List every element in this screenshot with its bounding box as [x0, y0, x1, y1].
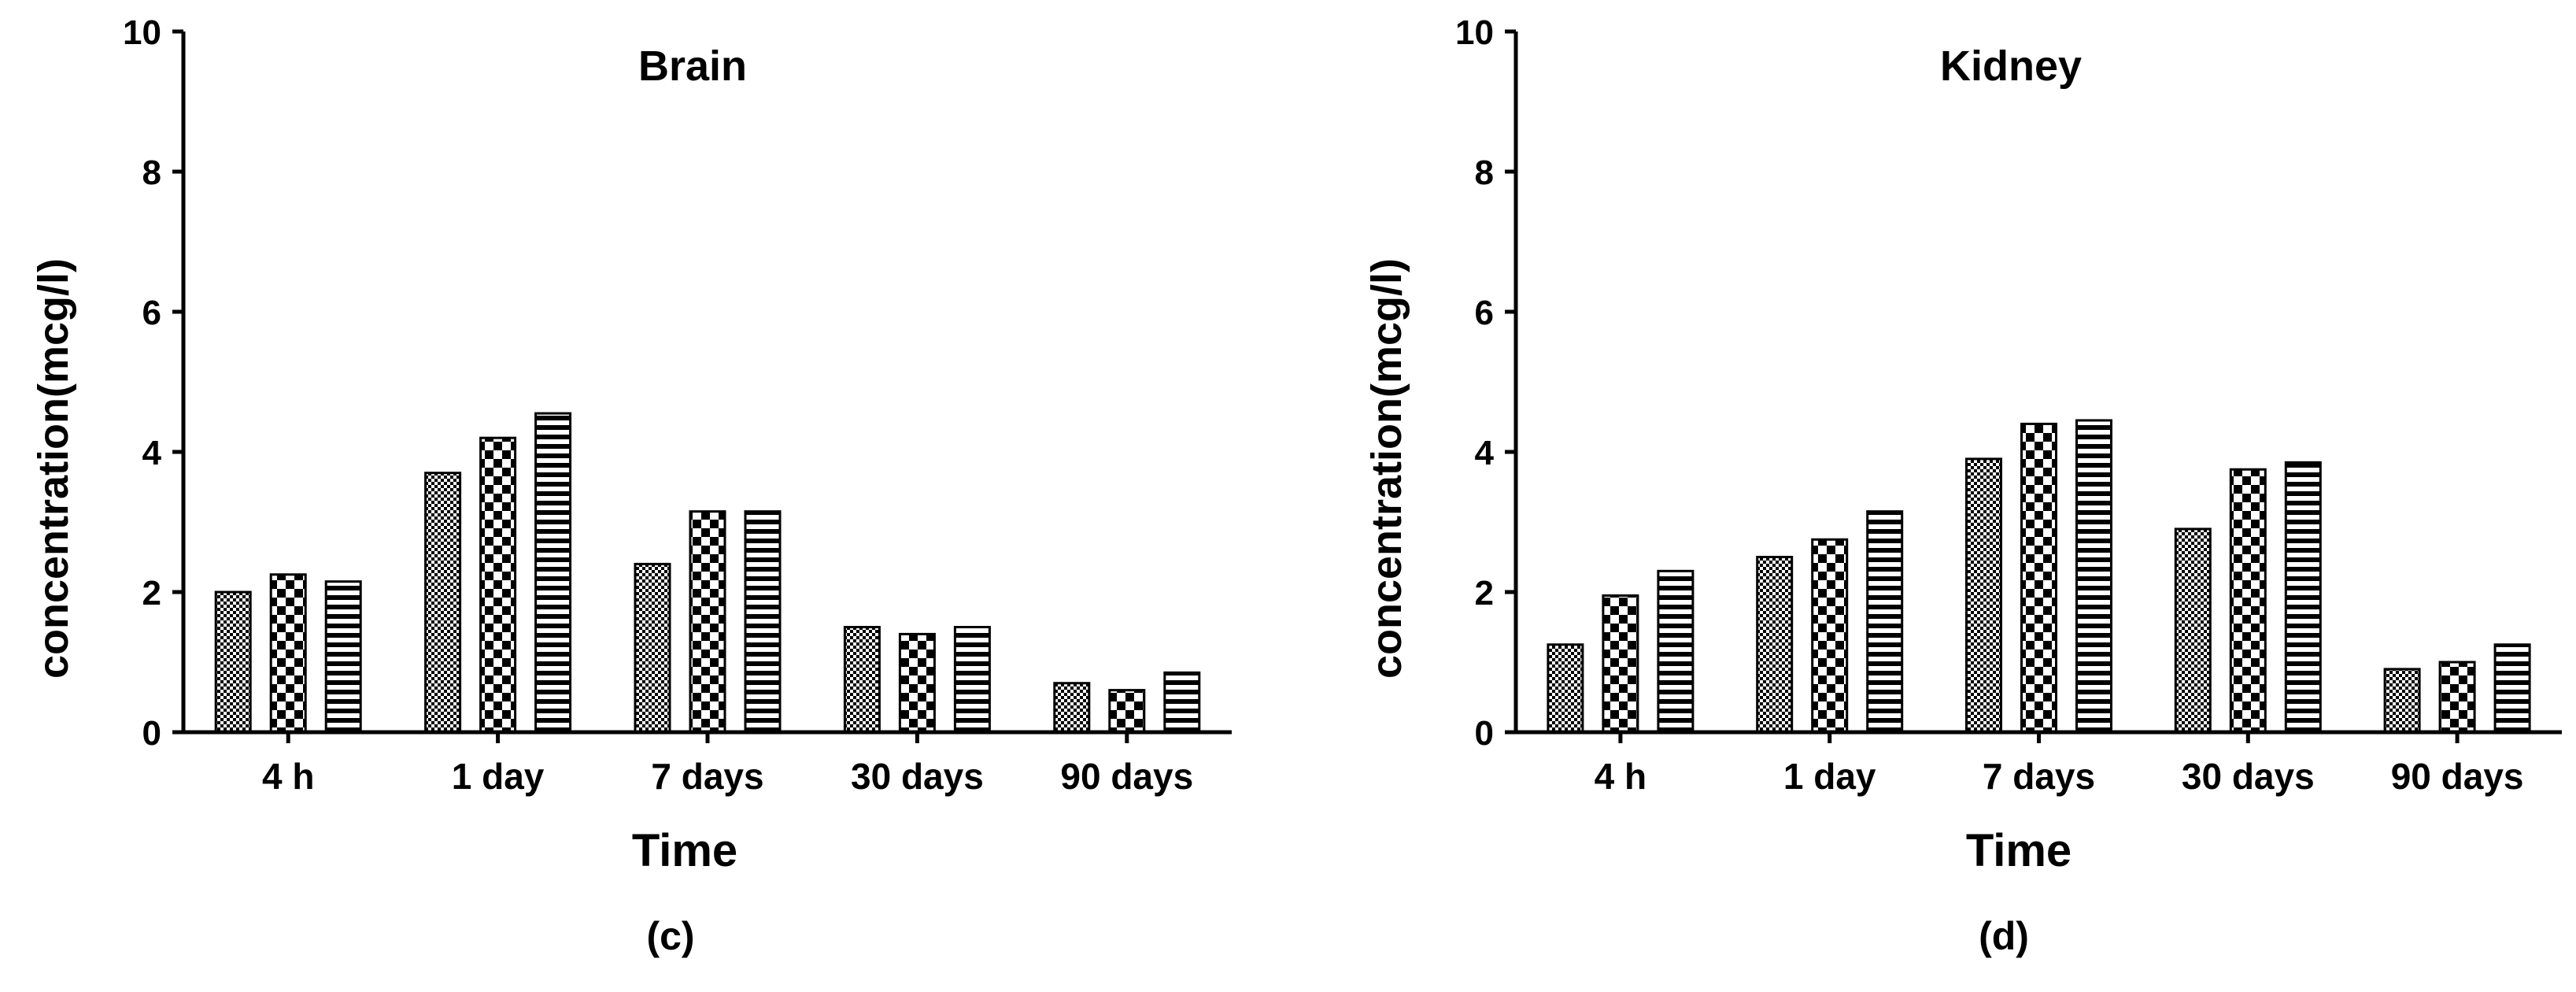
bar: [744, 510, 782, 734]
bar: [534, 412, 572, 734]
bar: [1657, 569, 1695, 734]
x-axis-label: Time: [632, 825, 737, 876]
bar: [843, 626, 881, 734]
bar: [2284, 461, 2322, 734]
chart-panel-2: 0 2 4 6 8 10 4 h 1 day 7 days 30 days 90 days Kidne…: [1363, 13, 2562, 876]
bar: [269, 573, 307, 734]
bar: [1756, 556, 1794, 734]
bar: [953, 626, 991, 734]
bar: [1547, 643, 1584, 734]
y-tick-label: 10: [123, 13, 161, 52]
bar: [898, 632, 936, 734]
bar: [1866, 510, 1904, 734]
bar: [214, 590, 252, 734]
x-tick-label: 30 days: [2182, 756, 2315, 797]
y-tick-label: 0: [1475, 714, 1494, 753]
panel-caption-c: (c): [646, 914, 695, 958]
x-tick-label: 4 h: [1595, 756, 1646, 797]
y-tick-label: 6: [142, 294, 161, 332]
x-tick-label: 1 day: [452, 756, 545, 797]
chart-title: Kidney: [1940, 43, 2082, 90]
bar: [324, 580, 362, 734]
bar: [424, 472, 462, 734]
bar: [1108, 689, 1146, 734]
chart-panel-1: 0 2 4 6 8 10 4 h 1 day 7 days 30 days 90 days Brain…: [30, 13, 1232, 876]
y-axis-label: concentration(mcg/l): [30, 258, 77, 679]
bar: [1053, 682, 1091, 734]
x-tick-label: 90 days: [1060, 756, 1193, 797]
x-tick-label: 1 day: [1783, 756, 1876, 797]
bar: [1163, 671, 1201, 734]
panel-caption-d: (d): [1979, 914, 2029, 958]
bar: [634, 562, 671, 734]
x-tick-label: 7 days: [651, 756, 763, 797]
bar: [2020, 422, 2057, 734]
bar: [2174, 527, 2212, 734]
bar: [479, 436, 517, 734]
y-tick-label: 2: [142, 574, 161, 613]
bar: [2383, 668, 2421, 734]
x-tick-label: 90 days: [2391, 756, 2524, 797]
bar: [2075, 419, 2112, 734]
bar: [1602, 594, 1639, 734]
y-tick-label: 8: [1475, 154, 1494, 192]
y-tick-label: 4: [1475, 434, 1495, 472]
bar: [1965, 457, 2002, 734]
y-tick-label: 8: [142, 154, 161, 192]
bar: [2438, 661, 2476, 734]
bar: [1811, 538, 1849, 734]
y-tick-label: 6: [1475, 294, 1494, 332]
y-tick-label: 4: [142, 434, 162, 472]
bar: [689, 510, 726, 734]
y-tick-label: 2: [1475, 574, 1494, 613]
bar: [2229, 468, 2267, 734]
chart-title: Brain: [638, 43, 747, 90]
x-tick-label: 4 h: [262, 756, 314, 797]
x-tick-label: 30 days: [851, 756, 984, 797]
bar: [2493, 643, 2531, 734]
y-tick-label: 0: [142, 714, 161, 753]
y-axis-label: concentration(mcg/l): [1363, 258, 1410, 679]
x-tick-label: 7 days: [1983, 756, 2095, 797]
y-tick-label: 10: [1455, 13, 1494, 52]
x-axis-label: Time: [1966, 825, 2072, 876]
